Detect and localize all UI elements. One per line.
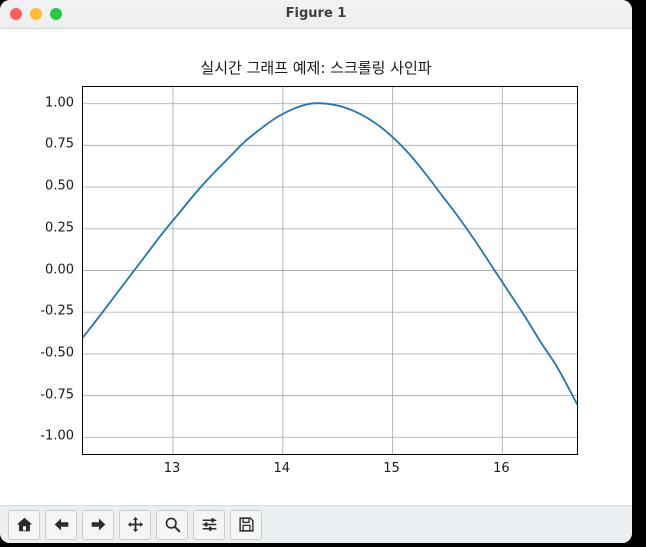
sliders-icon [201, 516, 218, 533]
save-button[interactable] [230, 509, 262, 540]
y-tick-label: 0.00 [45, 262, 74, 277]
arrow-left-icon [53, 516, 70, 533]
maximize-window-button[interactable] [50, 8, 62, 20]
x-axis-tick-labels: 13 14 15 16 [82, 461, 578, 481]
figure-canvas: 실시간 그래프 예제: 스크롤링 사인파 1.00 0.75 0.50 0.25 0.0… [0, 29, 632, 506]
back-button[interactable] [45, 509, 77, 540]
forward-button[interactable] [82, 509, 114, 540]
configure-subplots-button[interactable] [193, 509, 225, 540]
sine-wave-plot [83, 87, 577, 454]
home-button[interactable] [8, 509, 40, 540]
minimize-window-button[interactable] [30, 8, 42, 20]
traffic-light-group [10, 0, 62, 28]
zoom-button[interactable] [156, 509, 188, 540]
y-tick-label: -0.75 [40, 387, 74, 403]
x-tick-label: 14 [273, 461, 291, 476]
y-tick-label: 0.75 [45, 136, 74, 152]
grid-lines [83, 87, 577, 454]
figure-window: Figure 1 실시간 그래프 예제: 스크롤링 사인파 1.00 0.75 0.… [0, 0, 632, 543]
x-tick-label: 16 [493, 461, 510, 476]
pan-button[interactable] [119, 509, 151, 540]
window-titlebar: Figure 1 [0, 0, 632, 29]
navigation-toolbar [0, 505, 632, 543]
window-title: Figure 1 [285, 6, 347, 21]
close-window-button[interactable] [10, 8, 22, 20]
x-tick-label: 13 [163, 461, 181, 476]
y-tick-label: -1.00 [40, 428, 74, 444]
floppy-disk-save-icon [238, 516, 255, 533]
plot-area [82, 86, 578, 455]
y-tick-label: 0.50 [45, 178, 74, 194]
y-tick-label: -0.25 [40, 303, 74, 319]
x-tick-label: 15 [383, 461, 400, 476]
home-icon [16, 516, 33, 533]
magnifier-icon [164, 516, 181, 533]
y-tick-label: 0.25 [45, 220, 74, 236]
y-tick-label: -0.50 [40, 345, 74, 361]
move-icon [127, 516, 144, 533]
y-axis-tick-labels: 1.00 0.75 0.50 0.25 0.00 -0.25 -0.50 -0.75 -1.00 [0, 86, 74, 455]
y-tick-label: 1.00 [45, 95, 74, 111]
chart-title: 실시간 그래프 예제: 스크롤링 사인파 [200, 59, 432, 77]
data-line-series-0 [83, 102, 577, 405]
arrow-right-icon [90, 516, 107, 533]
